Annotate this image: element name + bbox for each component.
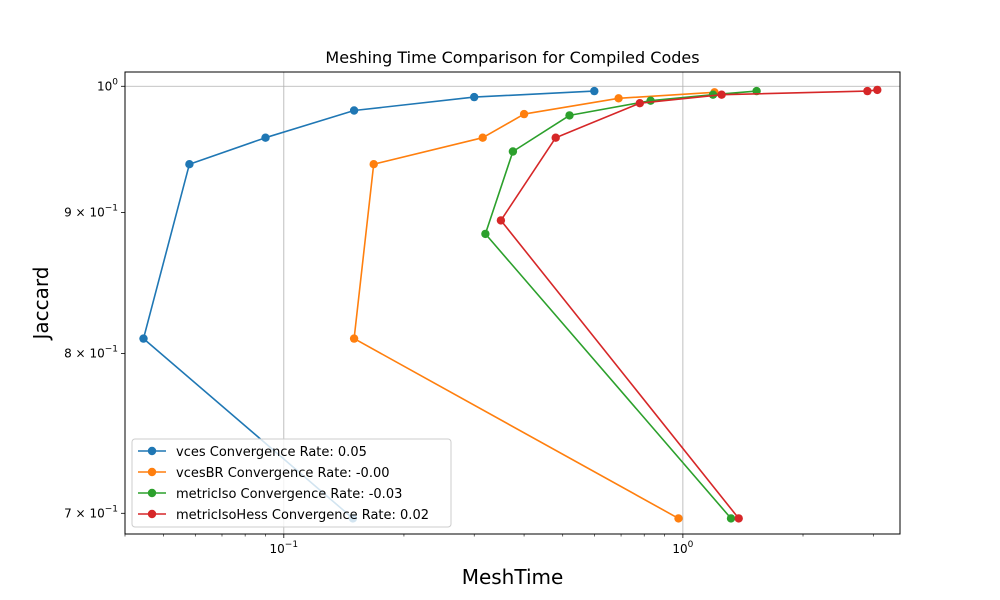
legend-marker <box>147 488 157 498</box>
data-point <box>478 133 487 142</box>
legend-label: metricIsoHess Convergence Rate: 0.02 <box>176 508 429 523</box>
legend-marker <box>147 509 157 519</box>
legend-box <box>131 438 452 528</box>
data-point <box>481 229 490 239</box>
series-1 <box>349 88 719 523</box>
x-tick-label: 10−1 <box>270 540 299 556</box>
legend-marker <box>147 446 157 456</box>
data-point <box>349 106 359 115</box>
legend-marker <box>147 467 157 477</box>
data-point <box>519 109 529 119</box>
data-point <box>674 514 683 523</box>
data-point <box>590 86 599 96</box>
plot-series <box>139 85 882 523</box>
legend-label: vces Convergence Rate: 0.05 <box>176 445 367 460</box>
y-tick-label: 100 <box>97 77 118 93</box>
data-point <box>369 160 378 169</box>
data-point <box>551 133 560 142</box>
y-tick-label: 9 × 10−1 <box>64 203 118 219</box>
data-point <box>470 92 479 102</box>
data-point <box>508 147 518 156</box>
data-point <box>863 86 872 96</box>
data-point <box>565 111 574 120</box>
data-point <box>614 94 623 103</box>
series-3 <box>496 85 882 523</box>
plot-frame <box>124 71 901 535</box>
data-point <box>646 96 655 105</box>
data-point <box>873 85 882 95</box>
y-tick-label: 7 × 10−1 <box>64 504 118 520</box>
axis-ticks: 10−1 100 100 9 × 10−1 8 × 10−1 7 × 10−1 <box>64 77 874 556</box>
legend-label: metricIso Convergence Rate: -0.03 <box>176 487 402 502</box>
data-point <box>185 160 194 169</box>
data-point <box>635 99 644 108</box>
data-point <box>734 514 743 523</box>
series-0 <box>139 86 599 523</box>
y-axis-label: Jaccard <box>29 267 53 342</box>
legend-label: vcesBR Convergence Rate: -0.00 <box>176 466 390 481</box>
x-tick-label: 100 <box>672 540 693 556</box>
data-point <box>496 216 506 225</box>
data-point <box>139 334 148 343</box>
series-2 <box>481 86 761 523</box>
data-point <box>708 90 718 99</box>
data-point <box>349 334 359 343</box>
y-tick-label: 8 × 10−1 <box>64 344 118 360</box>
legend: vces Convergence Rate: 0.05 vcesBR Conver… <box>131 438 452 528</box>
data-point <box>717 90 726 99</box>
chart-title: Meshing Time Comparison for Compiled Cod… <box>325 48 699 67</box>
x-axis-label: MeshTime <box>462 565 564 589</box>
data-point <box>261 133 270 142</box>
data-point <box>726 514 736 523</box>
